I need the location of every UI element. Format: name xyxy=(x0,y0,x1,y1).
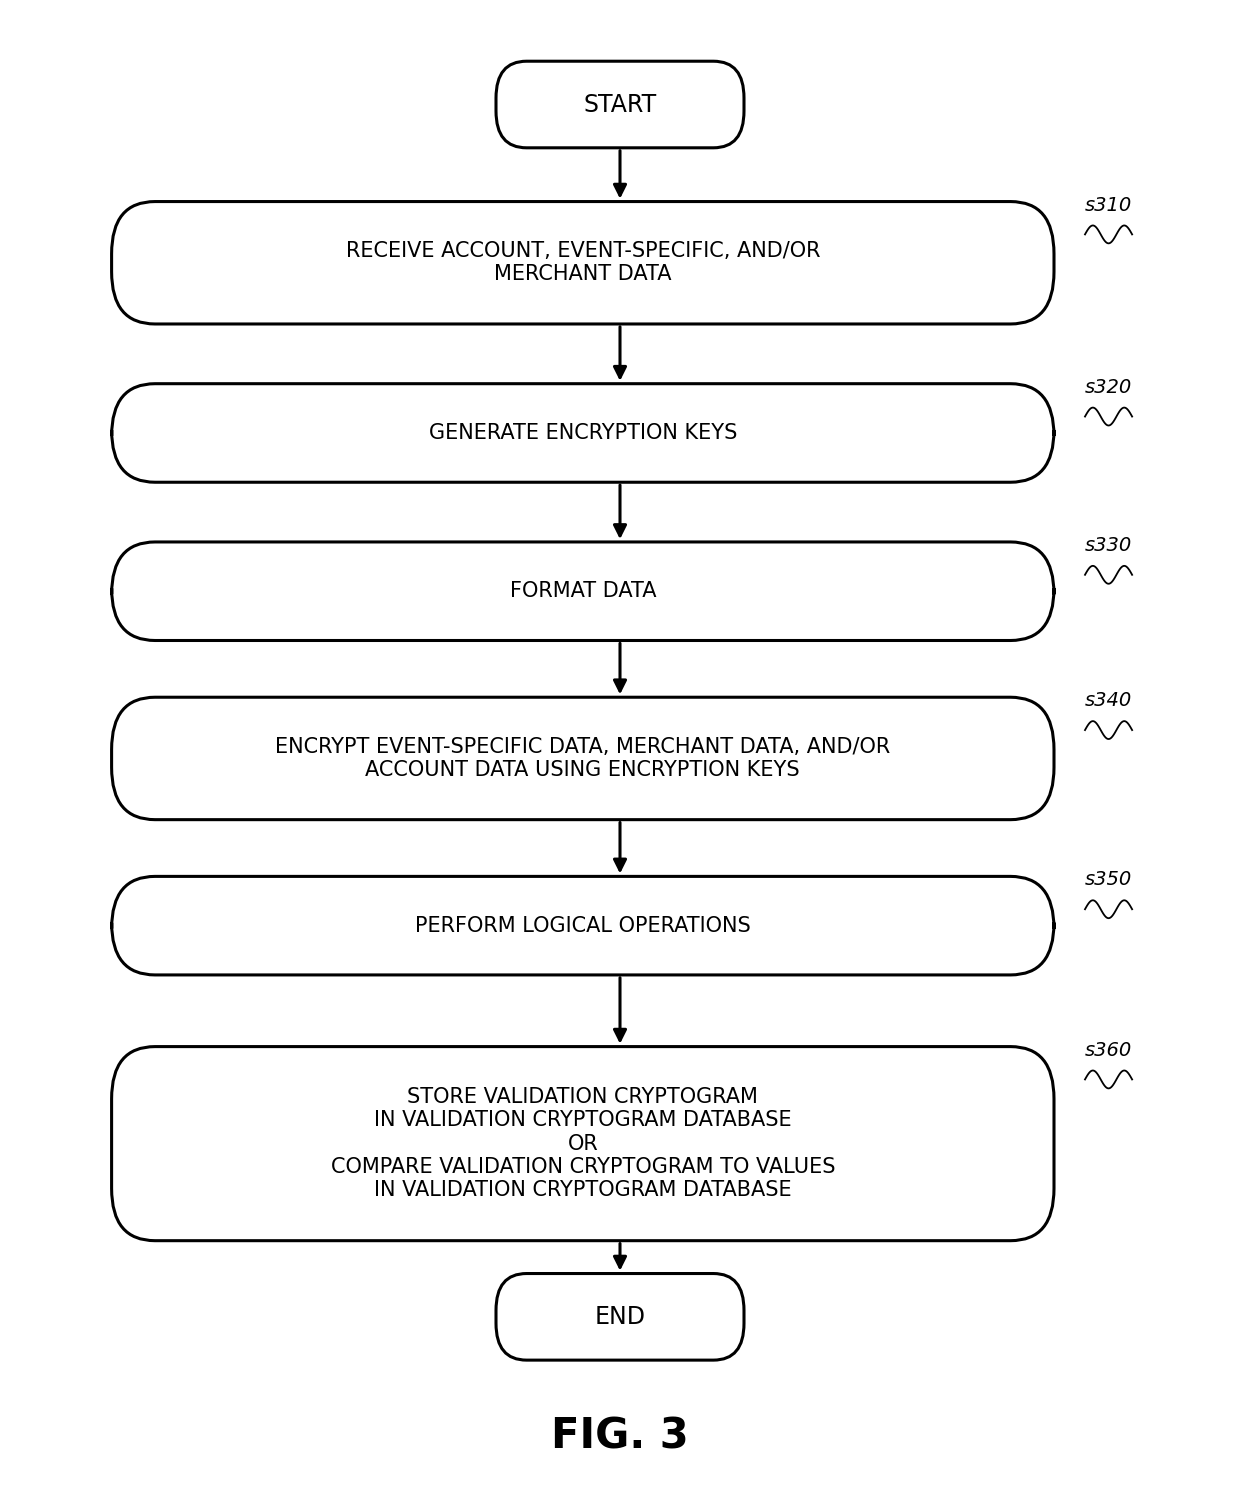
Text: START: START xyxy=(583,93,657,116)
Text: s320: s320 xyxy=(1085,378,1132,397)
FancyBboxPatch shape xyxy=(112,202,1054,324)
Text: FORMAT DATA: FORMAT DATA xyxy=(510,581,656,602)
Text: s330: s330 xyxy=(1085,536,1132,555)
Text: STORE VALIDATION CRYPTOGRAM
IN VALIDATION CRYPTOGRAM DATABASE
OR
COMPARE VALIDAT: STORE VALIDATION CRYPTOGRAM IN VALIDATIO… xyxy=(331,1087,835,1200)
Text: FIG. 3: FIG. 3 xyxy=(551,1415,689,1457)
Text: PERFORM LOGICAL OPERATIONS: PERFORM LOGICAL OPERATIONS xyxy=(415,915,750,936)
FancyBboxPatch shape xyxy=(112,1047,1054,1241)
Text: ENCRYPT EVENT-SPECIFIC DATA, MERCHANT DATA, AND/OR
ACCOUNT DATA USING ENCRYPTION: ENCRYPT EVENT-SPECIFIC DATA, MERCHANT DA… xyxy=(275,738,890,779)
Text: RECEIVE ACCOUNT, EVENT-SPECIFIC, AND/OR
MERCHANT DATA: RECEIVE ACCOUNT, EVENT-SPECIFIC, AND/OR … xyxy=(346,242,820,284)
FancyBboxPatch shape xyxy=(496,1274,744,1360)
Text: END: END xyxy=(594,1305,646,1329)
FancyBboxPatch shape xyxy=(112,384,1054,482)
FancyBboxPatch shape xyxy=(112,876,1054,975)
FancyBboxPatch shape xyxy=(112,697,1054,820)
Text: s310: s310 xyxy=(1085,196,1132,215)
Text: s340: s340 xyxy=(1085,691,1132,711)
FancyBboxPatch shape xyxy=(112,542,1054,640)
Text: s360: s360 xyxy=(1085,1041,1132,1060)
Text: s350: s350 xyxy=(1085,870,1132,890)
Text: GENERATE ENCRYPTION KEYS: GENERATE ENCRYPTION KEYS xyxy=(429,423,737,443)
FancyBboxPatch shape xyxy=(496,61,744,148)
